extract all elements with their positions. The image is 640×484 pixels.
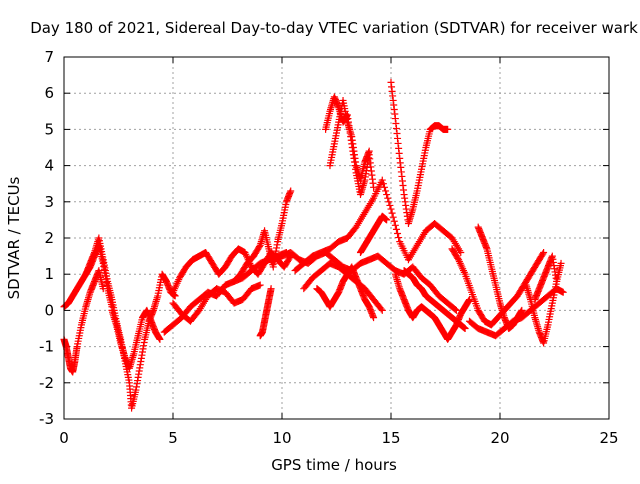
series-track-19 [474,223,526,332]
x-axis-label: GPS time / hours [271,456,397,474]
y-tick-label: 7 [44,48,54,66]
data-point [392,225,400,233]
plot-frame [63,56,610,420]
data-point [380,183,388,191]
data-point [461,325,469,332]
data-point [386,201,394,209]
series-track-12 [322,93,378,199]
series-track-20 [465,285,567,340]
data-point [557,259,565,267]
series-track-24 [356,212,391,256]
data-point [377,305,385,313]
y-tick-label: 6 [44,84,54,102]
data-point [171,292,179,300]
data-point [378,306,386,314]
data-point [444,125,452,133]
data-point [156,335,164,343]
data-point [370,314,378,322]
chart-title: Day 180 of 2021, Sidereal Day-to-day VTE… [30,19,638,37]
series-track-13 [326,96,373,184]
series-track-03 [108,306,164,372]
data-point [553,277,561,285]
data-point [391,221,399,229]
y-tick-label: -2 [39,374,54,392]
y-tick-label: -3 [39,410,54,428]
data-point [383,216,391,224]
x-tick-label: 25 [599,429,618,447]
data-point [451,305,459,313]
series-track-10 [291,176,465,275]
data-point [384,194,392,202]
series-track-01 [60,234,179,412]
data-point [370,183,378,191]
data-point [452,306,460,314]
y-tick-label: -1 [39,338,54,356]
y-tick-label: 4 [44,157,54,175]
series-track-08 [256,285,275,340]
x-tick-label: 5 [168,429,178,447]
series-track-06 [169,281,264,325]
data-point [457,248,465,256]
series-track-17 [400,267,469,332]
data-point [255,243,263,251]
data-point [518,306,526,314]
data-point [387,205,395,213]
data-point [108,303,116,311]
y-tick-label: 3 [44,193,54,211]
data-point [378,176,386,184]
data-point [365,147,373,155]
series-track-15 [387,78,452,228]
data-point [256,281,264,289]
y-tick-label: 1 [44,265,54,283]
y-tick-label: 2 [44,229,54,247]
y-tick-label: 0 [44,301,54,319]
data-point [382,187,390,195]
data-point [394,229,402,237]
data-point [539,250,547,258]
data-point [454,254,462,262]
series-track-16 [391,270,473,343]
data-point [385,198,393,206]
series-track-14 [313,263,378,322]
data-point [540,248,548,256]
data-point [267,285,275,293]
y-tick-label: 5 [44,120,54,138]
data-layer [60,78,567,412]
y-axis-label: SDTVAR / TECUs [5,176,23,299]
data-point [389,213,397,221]
series-track-21 [522,259,565,347]
data-point [383,191,391,199]
x-tick-label: 0 [59,429,69,447]
series-track-07 [230,187,295,285]
x-tick-label: 20 [490,429,509,447]
data-point [388,209,396,217]
data-point [395,234,403,242]
x-tick-label: 10 [272,429,291,447]
data-point [379,180,387,188]
data-point [559,288,567,296]
series-track-23 [82,241,116,311]
data-point [390,217,398,225]
series-track-02 [60,267,107,376]
x-tick-label: 15 [381,429,400,447]
data-point [287,187,295,195]
series-track-22 [531,252,561,304]
